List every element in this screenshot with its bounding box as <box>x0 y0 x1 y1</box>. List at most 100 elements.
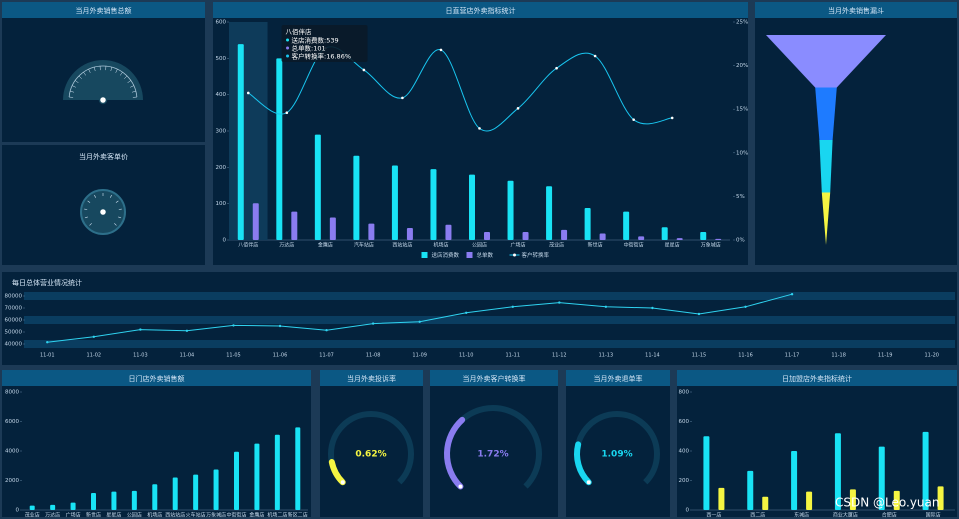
y-tick-label: 600 <box>679 419 690 425</box>
panel-header <box>430 370 558 386</box>
x-tick-label: 万达店 <box>279 242 294 249</box>
panel-title: 当月外卖投诉率 <box>347 374 396 383</box>
x-tick-label: 中街街店 <box>624 242 644 249</box>
line-point <box>278 324 282 328</box>
y-tick-label: 60000 <box>5 318 23 324</box>
x-tick-label: 万象城店 <box>206 512 226 519</box>
y-tick-label: 25% <box>736 20 748 26</box>
line-point <box>401 96 404 100</box>
x-tick-label: 11-04 <box>180 353 195 359</box>
bar <box>91 493 96 510</box>
x-tick-label: 金鹰店 <box>249 512 264 519</box>
x-tick-label: 火车站店 <box>186 512 206 519</box>
y-tick-label: 50000 <box>5 330 23 336</box>
bar <box>291 211 298 240</box>
y-tick-label: 600 <box>216 20 227 26</box>
bar <box>274 434 280 510</box>
x-tick-label: 国际店 <box>926 512 941 519</box>
stripe <box>24 292 955 300</box>
dial-tick <box>70 90 75 93</box>
line-point <box>670 116 674 120</box>
legend-swatch <box>513 253 516 257</box>
x-tick-label: 11-01 <box>40 353 55 359</box>
x-tick-label: 机场店 <box>147 512 162 519</box>
line-point <box>139 328 142 331</box>
panel-header <box>755 2 957 18</box>
tooltip-dot <box>286 54 290 58</box>
stripe <box>24 340 955 348</box>
x-tick-label: 星星店 <box>106 512 121 519</box>
tooltip-line: 送店消费数:539 <box>292 36 339 45</box>
line-point <box>478 127 481 130</box>
dial-tick <box>84 216 88 219</box>
y-tick-label: 0 <box>16 508 20 514</box>
x-tick-label: 11-17 <box>785 353 800 359</box>
bar <box>391 165 398 240</box>
y-tick-label: 5% <box>736 194 745 200</box>
legend-label: 客户转换率 <box>522 251 550 259</box>
y-tick-label: 8000 <box>5 390 19 396</box>
line-point <box>371 322 375 325</box>
y-tick-label: 80000 <box>5 294 23 300</box>
x-tick-label: 新区二店 <box>288 512 308 519</box>
dial-tick <box>110 67 113 72</box>
bar <box>638 236 645 240</box>
bar <box>70 502 76 510</box>
bar <box>507 180 514 240</box>
bar <box>254 443 260 510</box>
y-tick-label: 70000 <box>5 306 23 312</box>
bar <box>430 169 437 240</box>
panel-title: 日加盟店外卖指标统计 <box>782 374 852 383</box>
dial-tick <box>114 223 117 226</box>
x-tick-label: 商业大厦店 <box>833 512 858 519</box>
panel-title: 当月外卖退单率 <box>594 374 643 383</box>
line-point <box>593 54 597 58</box>
line-point <box>439 48 443 52</box>
x-tick-label: 万达店 <box>45 512 60 519</box>
line-point <box>632 118 635 121</box>
watermark: CSDN @Leo.yuan <box>835 496 940 510</box>
gauge-label: 0.62% <box>355 450 386 460</box>
bar <box>252 203 259 240</box>
bar <box>878 446 885 510</box>
panel-header <box>2 2 205 18</box>
funnel-stage <box>821 192 831 245</box>
bar <box>676 238 683 240</box>
bar <box>623 211 630 240</box>
legend-swatch <box>466 252 473 258</box>
dial-tick <box>131 90 136 93</box>
bar <box>834 433 841 510</box>
x-tick-label: 东城店 <box>794 512 809 519</box>
panel-title: 当月外卖销售总额 <box>76 6 132 15</box>
bar <box>546 186 553 240</box>
x-tick-label: 11-05 <box>226 353 241 359</box>
bar <box>469 174 475 240</box>
panel-title: 日直营店外卖指标统计 <box>446 6 516 15</box>
y-tick-label: 200 <box>216 165 227 171</box>
legend-label: 送店消费数 <box>432 251 460 259</box>
x-tick-label: 西一店 <box>706 512 721 519</box>
tooltip-dot <box>286 46 290 50</box>
tooltip <box>281 25 368 62</box>
bar <box>276 58 283 241</box>
x-tick-label: 11-12 <box>552 353 567 359</box>
bar <box>849 489 856 510</box>
bar <box>314 134 321 240</box>
line-point <box>362 68 366 72</box>
funnel-stage <box>819 140 833 193</box>
bar <box>584 208 591 240</box>
y-tick-label: 2000 <box>5 478 19 484</box>
x-tick-label: 机场店 <box>433 242 448 249</box>
hover-band <box>229 22 268 240</box>
gauge-knob <box>586 480 591 485</box>
x-tick-label: 11-15 <box>692 353 707 359</box>
panel <box>320 370 423 517</box>
panel-title: 当月外卖客单价 <box>79 152 128 161</box>
line-point <box>246 91 250 95</box>
x-tick-label: 11-08 <box>366 353 381 359</box>
bar <box>893 490 900 510</box>
stripe <box>24 316 955 324</box>
dial-tick <box>75 80 79 83</box>
dial-face <box>63 60 143 100</box>
